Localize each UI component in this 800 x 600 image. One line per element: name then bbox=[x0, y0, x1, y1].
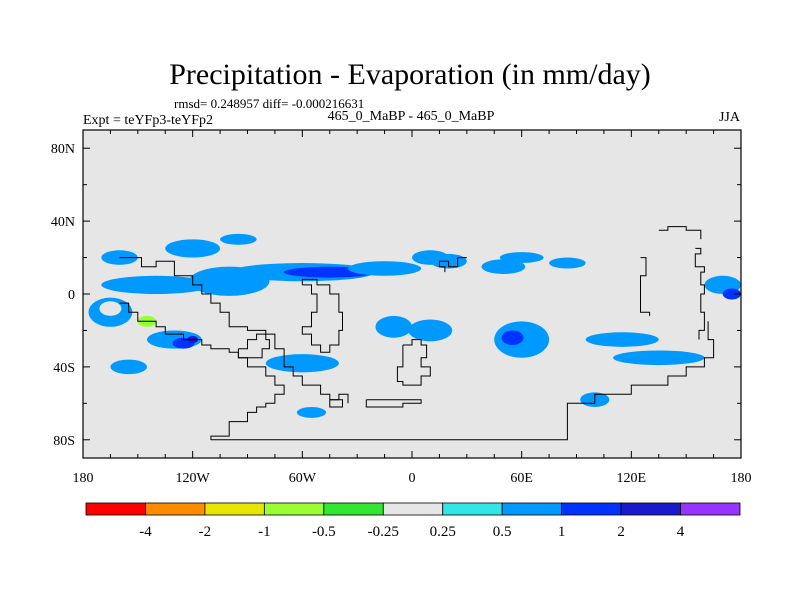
coastline-9 bbox=[640, 257, 651, 316]
colorbar-label-6: 0.5 bbox=[493, 524, 512, 540]
y-tick-label-4: 80S bbox=[53, 434, 75, 449]
colorbar-swatch-4 bbox=[323, 502, 384, 516]
x-tick-label-4: 60E bbox=[510, 471, 533, 486]
colorbar-label-8: 2 bbox=[617, 524, 625, 540]
x-tick-label-6: 180 bbox=[731, 471, 752, 486]
coastline-5 bbox=[396, 339, 431, 386]
chart-title: Precipitation - Evaporation (in mm/day) bbox=[169, 58, 651, 91]
anomaly-region-31 bbox=[501, 330, 524, 346]
colorbar-swatch-1 bbox=[145, 502, 206, 516]
anomaly-region-15 bbox=[99, 301, 122, 316]
map-panel: 180 120W 60W 0 60E 120E 180 80N 40N 0 40S 80S bbox=[51, 129, 752, 486]
expt-label: Expt = teYFp3-teYFp2 bbox=[83, 113, 213, 128]
colorbar-swatch-6 bbox=[442, 502, 503, 516]
anomaly-region-36 bbox=[667, 288, 741, 318]
coastline-7 bbox=[365, 399, 422, 408]
coastline-2 bbox=[210, 321, 715, 441]
coastline-layer bbox=[119, 226, 715, 441]
colorbar-swatch-8 bbox=[561, 502, 622, 516]
x-tick-label-1: 120W bbox=[176, 471, 211, 486]
anomaly-region-27 bbox=[265, 354, 339, 373]
colorbar-label-0: -4 bbox=[139, 524, 152, 540]
colorbar-label-7: 1 bbox=[558, 524, 566, 540]
colorbar-label-3: -0.5 bbox=[312, 524, 336, 540]
anomaly-region-25 bbox=[408, 319, 453, 342]
coastline-11 bbox=[438, 257, 467, 273]
season-label: JJA bbox=[719, 110, 741, 125]
x-tick-label-5: 120E bbox=[617, 471, 647, 486]
y-tick-label-0: 80N bbox=[51, 142, 75, 157]
colorbar-swatch-3 bbox=[263, 502, 325, 516]
anomaly-region-24 bbox=[375, 315, 412, 338]
colorbar-swatch-2 bbox=[204, 502, 265, 516]
case-label: 465_0_MaBP - 465_0_MaBP bbox=[328, 109, 495, 124]
anomaly-region-12 bbox=[499, 252, 544, 264]
x-tick-label-3: 0 bbox=[409, 471, 416, 486]
anomaly-region-0 bbox=[101, 275, 211, 294]
x-axis: 180 120W 60W 0 60E 120E 180 bbox=[73, 130, 752, 486]
anomaly-region-44 bbox=[722, 288, 741, 300]
colorbar-swatch-9 bbox=[620, 502, 681, 516]
y-tick-label-2: 0 bbox=[68, 288, 75, 303]
coastline-10 bbox=[694, 247, 705, 340]
coastline-0 bbox=[119, 257, 349, 404]
anomaly-region-45 bbox=[296, 406, 327, 418]
stats-line: rmsd= 0.248957 diff= -0.000216631 bbox=[174, 96, 364, 111]
y-tick-label-1: 40N bbox=[51, 215, 75, 230]
colorbar-label-2: -1 bbox=[258, 524, 271, 540]
anomaly-region-37 bbox=[613, 350, 705, 366]
x-tick-label-0: 180 bbox=[73, 471, 94, 486]
coastline-4 bbox=[301, 278, 343, 353]
anomaly-region-4 bbox=[348, 261, 422, 276]
y-axis: 80N 40N 0 40S 80S bbox=[51, 142, 741, 449]
map-background bbox=[83, 130, 741, 458]
colorbar-label-1: -2 bbox=[199, 524, 212, 540]
anomaly-region-42 bbox=[658, 264, 714, 287]
anomaly-region-34 bbox=[539, 359, 614, 375]
colorbar-swatch-5 bbox=[382, 502, 444, 516]
y-tick-label-3: 40S bbox=[53, 361, 75, 376]
anomaly-region-23 bbox=[329, 304, 385, 327]
anomaly-region-21 bbox=[265, 317, 303, 362]
anomaly-region-33 bbox=[585, 332, 659, 347]
anomaly-region-28 bbox=[110, 359, 147, 375]
colorbar-swatch-0 bbox=[85, 502, 146, 516]
anomaly-layer bbox=[88, 233, 741, 418]
colorbar-label-9: 4 bbox=[677, 524, 685, 540]
colorbar-swatch-7 bbox=[501, 502, 563, 516]
anomaly-region-7 bbox=[101, 250, 138, 265]
coastline-6 bbox=[329, 399, 343, 408]
anomaly-region-13 bbox=[549, 257, 586, 269]
anomaly-region-5 bbox=[165, 239, 221, 258]
anomaly-region-6 bbox=[220, 233, 257, 245]
coastline-3 bbox=[237, 333, 270, 359]
anomaly-region-35 bbox=[609, 297, 654, 320]
colorbar-label-4: -0.25 bbox=[368, 524, 399, 540]
colorbar-label-5: 0.25 bbox=[430, 524, 456, 540]
coastline-8 bbox=[658, 226, 702, 240]
colorbar-swatch-10 bbox=[680, 502, 741, 516]
x-tick-label-2: 60W bbox=[289, 471, 317, 486]
colorbar: -4 -2 -1 -0.5 -0.25 0.25 0.5 1 2 4 bbox=[85, 502, 741, 540]
anomaly-region-11 bbox=[481, 259, 526, 274]
